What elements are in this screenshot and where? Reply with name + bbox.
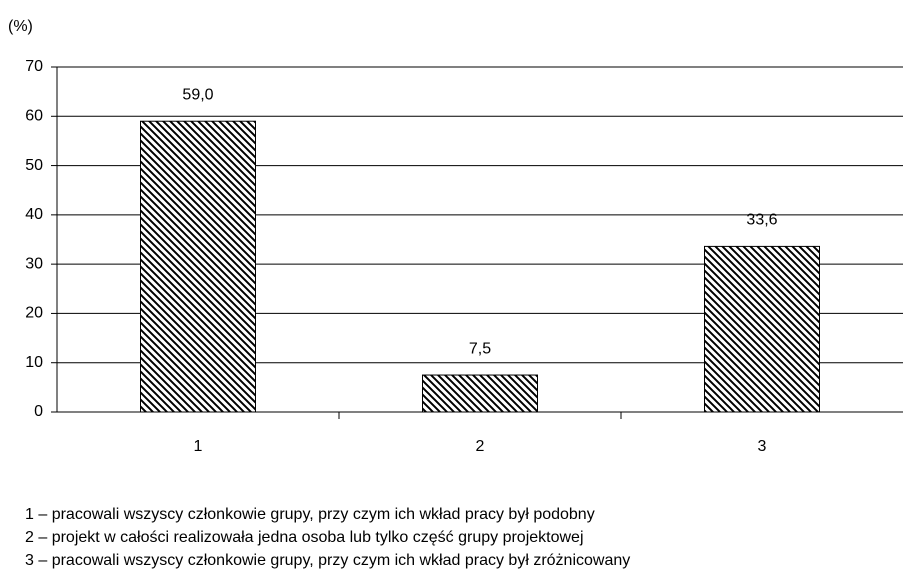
y-tick-label: 30 [25,255,43,272]
x-tick-label: 3 [758,438,767,455]
note: 1 – pracowali wszyscy członkowie grupy, … [25,506,595,523]
y-tick-label: 70 [25,58,43,75]
value-label: 59,0 [182,86,213,103]
x-tick-label: 1 [194,438,203,455]
y-tick-label: 0 [34,403,43,420]
bar [140,120,256,413]
y-tick-label: 20 [25,305,43,322]
bar [704,245,820,413]
y-tick-label: 50 [25,157,43,174]
y-axis-label: (%) [8,18,33,35]
y-tick-label: 60 [25,108,43,125]
bar [422,374,538,413]
value-label: 33,6 [746,212,777,229]
y-tick-label: 10 [25,354,43,371]
value-label: 7,5 [469,340,491,357]
note: 3 – pracowali wszyscy członkowie grupy, … [25,552,630,569]
x-tick-label: 2 [476,438,485,455]
y-tick-label: 40 [25,206,43,223]
note: 2 – projekt w całości realizowała jedna … [25,529,584,546]
